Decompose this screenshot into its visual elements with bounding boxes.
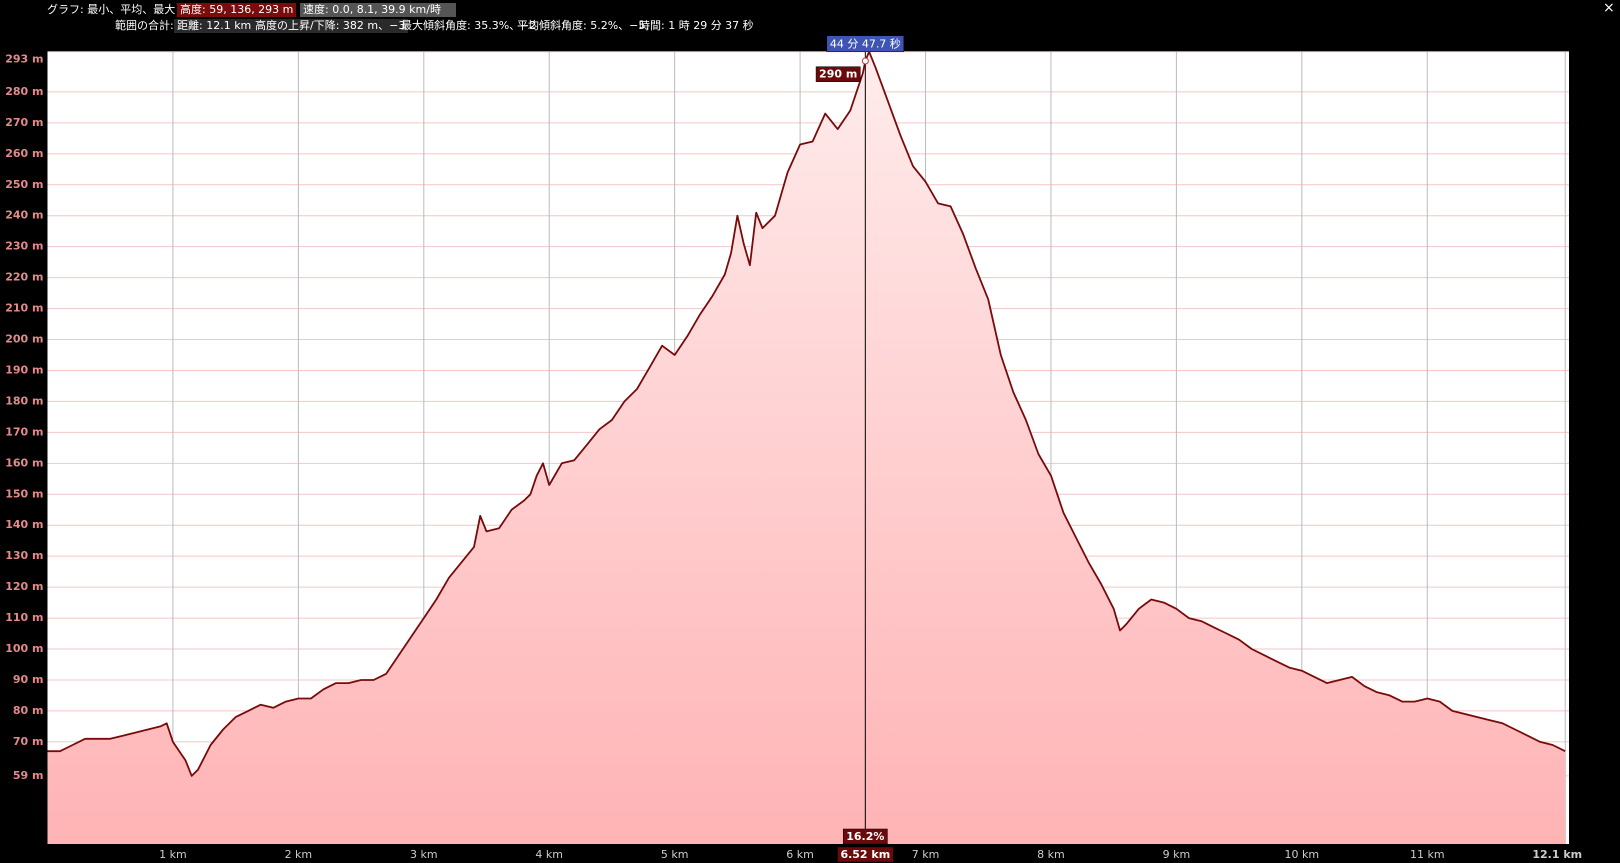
cursor-x-box — [837, 846, 894, 863]
y-tick-label: 180 m — [5, 394, 43, 407]
y-tick-label: 230 m — [5, 240, 43, 253]
cursor-point — [861, 57, 869, 65]
y-tick-label: 110 m — [5, 611, 43, 624]
y-tick-label: 280 m — [5, 85, 43, 98]
cursor-grade-box — [842, 828, 888, 845]
cursor-time: 44 分 47.7 秒 — [830, 37, 901, 51]
graph-label: グラフ: 最小、平均、最大 — [47, 3, 176, 16]
x-tick-label: 3 km — [410, 848, 438, 861]
y-tick-label: 260 m — [5, 147, 43, 160]
y-tick-label: 140 m — [5, 518, 43, 531]
y-tick-label: 170 m — [5, 425, 43, 438]
avg-grade-stat: 平均傾斜角度: 5.2%、−5. — [517, 19, 649, 32]
y-tick-label: 270 m — [5, 116, 43, 129]
y-tick-label: 120 m — [5, 580, 43, 593]
x-tick-label: 1 km — [159, 848, 187, 861]
y-tick-label: 150 m — [5, 487, 43, 500]
close-button[interactable]: × — [1603, 0, 1615, 16]
y-tick-label: 70 m — [13, 735, 44, 748]
y-tick-label: 210 m — [5, 302, 43, 315]
cursor-value: 290 m — [819, 68, 857, 81]
range-label: 範囲の合計: — [115, 19, 174, 32]
ascent-stat: 高度の上昇/下降: 382 m、−3 — [252, 19, 409, 33]
cursor-value-box — [815, 66, 861, 82]
y-tick-label: 160 m — [5, 456, 43, 469]
y-tick-label: 59 m — [13, 769, 44, 782]
time-stat: 時間: 1 時 29 分 37 秒 — [639, 19, 754, 32]
x-tick-label: 9 km — [1163, 848, 1191, 861]
cursor-x: 6.52 km — [840, 848, 890, 861]
cursor-time-box — [826, 35, 905, 52]
cursor-grade: 16.2% — [846, 830, 884, 843]
x-tick-label: 4 km — [535, 848, 563, 861]
x-tick-label: 7 km — [912, 848, 940, 861]
max-grade-stat: 最大傾斜角度: 35.3%、−2 — [401, 19, 537, 32]
y-tick-label: 293 m — [5, 53, 43, 66]
y-tick-label: 80 m — [13, 704, 44, 717]
y-tick-label: 190 m — [5, 363, 43, 376]
x-tick-label: 6 km — [786, 848, 814, 861]
x-tick-label: 11 km — [1410, 848, 1445, 861]
y-tick-label: 220 m — [5, 271, 43, 284]
y-tick-label: 130 m — [5, 549, 43, 562]
y-tick-label: 240 m — [5, 209, 43, 222]
x-tick-label: 2 km — [285, 848, 313, 861]
speed-stats: 速度: 0.0, 8.1, 39.9 km/時 — [300, 3, 456, 17]
x-tick-label: 5 km — [661, 848, 689, 861]
x-tick-label: 8 km — [1037, 848, 1065, 861]
y-tick-label: 250 m — [5, 178, 43, 191]
y-tick-label: 200 m — [5, 333, 43, 346]
x-tick-label: 12.1 km — [1532, 848, 1582, 861]
elevation-stats: 高度: 59, 136, 293 m — [177, 3, 297, 17]
elevation-area — [47, 51, 1566, 844]
x-tick-label: 10 km — [1285, 848, 1320, 861]
y-tick-label: 90 m — [13, 673, 44, 686]
distance-stat: 距離: 12.1 km — [174, 19, 255, 33]
elevation-line — [47, 50, 1566, 777]
y-tick-label: 100 m — [5, 642, 43, 655]
